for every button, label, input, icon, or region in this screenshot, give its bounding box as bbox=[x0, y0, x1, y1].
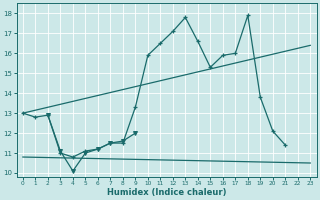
X-axis label: Humidex (Indice chaleur): Humidex (Indice chaleur) bbox=[107, 188, 226, 197]
